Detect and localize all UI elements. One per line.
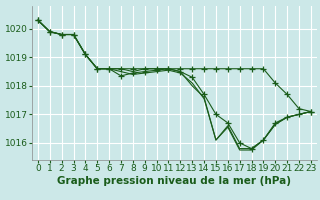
X-axis label: Graphe pression niveau de la mer (hPa): Graphe pression niveau de la mer (hPa) xyxy=(57,176,292,186)
